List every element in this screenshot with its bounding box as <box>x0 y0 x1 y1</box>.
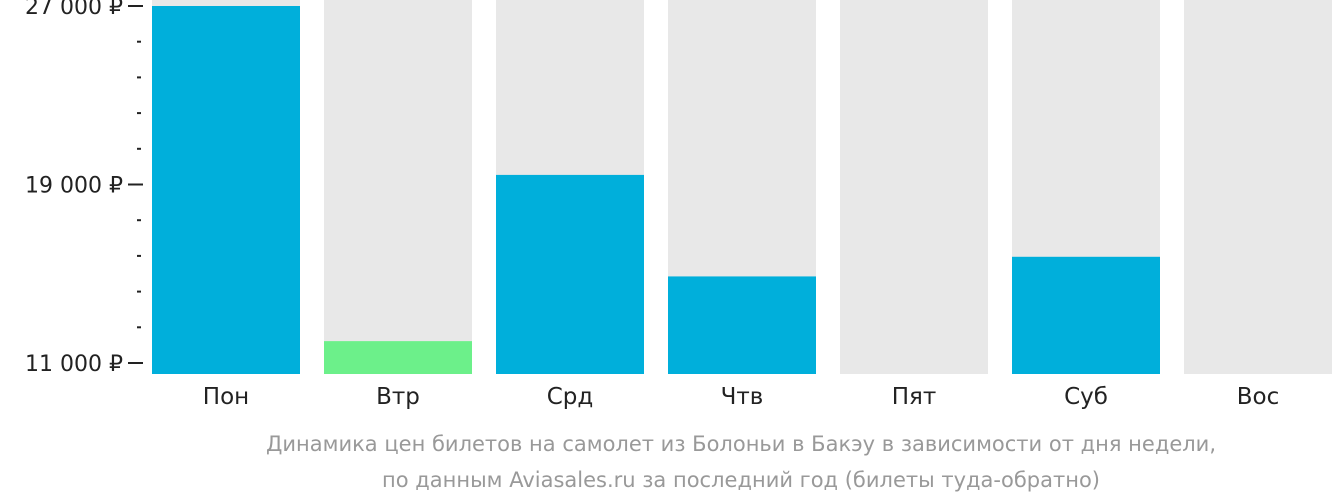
x-tick-label: Пон <box>203 384 249 410</box>
x-tick-label: Вос <box>1237 384 1280 410</box>
x-tick-label: Пят <box>892 384 937 410</box>
y-tick-label: 27 000 ₽ <box>25 0 123 20</box>
y-tick-label: 11 000 ₽ <box>25 352 123 377</box>
bar-Втр <box>324 341 472 374</box>
x-tick-label: Суб <box>1064 384 1108 410</box>
x-tick-label: Чтв <box>721 384 764 410</box>
bar-track <box>324 0 472 374</box>
bar-Пон <box>152 6 300 374</box>
x-tick-label: Срд <box>547 384 594 410</box>
y-tick-label: 19 000 ₽ <box>25 174 123 199</box>
bar-Срд <box>496 174 644 374</box>
bar-track <box>1184 0 1332 374</box>
chart-caption-line-1: Динамика цен билетов на самолет из Болон… <box>265 432 1217 456</box>
x-tick-label: Втр <box>376 384 420 410</box>
bar-Чтв <box>668 276 816 374</box>
bar-chart: Пон Втр Срд Чтв Пят Суб Вос 27 000 ₽ 19 000 ₽ 11 … <box>25 0 1332 410</box>
bar-Суб <box>1012 256 1160 374</box>
bar-track <box>840 0 988 374</box>
chart-caption-line-2: по данным Aviasales.ru за последний год … <box>382 468 1100 492</box>
